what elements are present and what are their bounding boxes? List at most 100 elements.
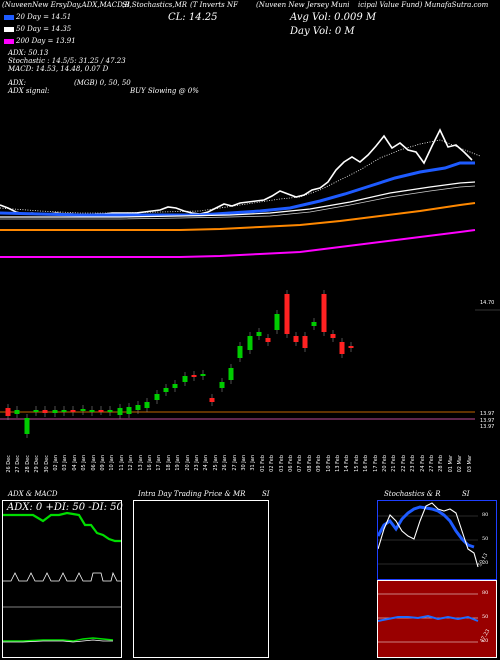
adx-white-line xyxy=(3,571,121,582)
stochastics-chart xyxy=(378,502,479,568)
candle-body xyxy=(14,410,20,414)
candle-body xyxy=(182,376,188,382)
x-axis-label: 26 Dec xyxy=(6,455,12,473)
adx-signal-label: ADX signal: xyxy=(8,87,50,95)
candle-body xyxy=(339,342,345,354)
x-axis-label: 23 Jan xyxy=(194,455,200,471)
x-axis-label: 11 Jan xyxy=(118,455,125,471)
x-axis-label: 03 Mar xyxy=(466,455,473,473)
intraday-panel-si: SI xyxy=(262,490,270,498)
x-axis-label: 23 Feb xyxy=(410,455,417,472)
ema200-legend: 200 Day = 13.91 xyxy=(4,38,76,45)
x-axis-label: 13 Jan xyxy=(137,455,144,471)
x-axis-label: 02 Mar xyxy=(457,455,464,473)
orange-line xyxy=(0,202,476,231)
adx-readout: ADX: 50.13 xyxy=(8,49,49,57)
header-indicators: SI,Stochastics,MR xyxy=(122,1,188,9)
x-axis-label: 02 Feb xyxy=(269,455,276,472)
candle-body xyxy=(144,402,150,408)
x-axis-label: 09 Feb xyxy=(316,455,323,472)
candle-body xyxy=(330,334,336,338)
x-axis-label: 28 Dec xyxy=(24,455,31,473)
x-axis-label: 24 Feb xyxy=(419,455,426,472)
candle-body xyxy=(311,322,317,326)
candle-body xyxy=(274,314,280,330)
header-title: (NuveenNew ErsyDay,ADX,MACD,B xyxy=(2,1,130,9)
x-axis-label: 28 Feb xyxy=(438,455,445,472)
price-label-2: 13.97 xyxy=(480,418,495,424)
candle-body xyxy=(172,384,178,388)
x-axis-label: 16 Feb xyxy=(363,455,370,472)
adx-panel-title: ADX & MACD xyxy=(8,490,58,498)
mgb-readout: (MGB) 0, 50, 50 xyxy=(74,79,131,87)
candle-body xyxy=(209,398,215,402)
candle-body xyxy=(163,388,169,392)
ema200-line xyxy=(0,229,476,258)
x-axis-label: 20 Feb xyxy=(382,455,388,472)
x-axis-label: 04 Jan xyxy=(71,455,78,471)
x-axis-label: 19 Jan xyxy=(175,455,182,471)
x-axis-label: 31 Jan xyxy=(250,455,257,471)
header-inverts: (T Inverts NF xyxy=(190,1,238,9)
candle-body xyxy=(5,408,11,416)
candle-body xyxy=(228,368,234,380)
candle-body xyxy=(265,338,271,342)
x-axis-label: 12 Jan xyxy=(128,455,135,471)
header-fund-name-cont: icipal Value Fund) MunafaSutra.com xyxy=(358,1,489,9)
buy-signal: BUY Slowing @ 0% xyxy=(130,87,199,95)
ema20-text: 20 Day = 14.51 xyxy=(16,13,72,21)
ema20-swatch xyxy=(4,14,14,20)
candle-body xyxy=(348,346,354,348)
x-axis-label: 25 Jan xyxy=(212,455,219,471)
candle-body xyxy=(70,410,76,412)
ema50-line xyxy=(0,181,476,218)
candle-body xyxy=(219,382,225,388)
x-axis-label: 03 Jan xyxy=(62,455,69,471)
price-label-1: 13.97 xyxy=(480,411,495,417)
stoch-blue-line xyxy=(378,505,475,549)
macd-white-line xyxy=(3,639,113,643)
candle-body xyxy=(154,394,160,400)
ema50-legend: 50 Day = 14.35 xyxy=(4,26,71,33)
price-label-3: 13.97 xyxy=(480,424,495,430)
x-axis-label: 16 Jan xyxy=(147,455,153,471)
candle-body xyxy=(107,410,113,412)
ema20-line xyxy=(0,161,475,217)
x-axis-label: 02 Jan xyxy=(53,455,59,471)
stoch-level-20: 20 xyxy=(482,560,489,566)
x-axis-label: 17 Jan xyxy=(156,455,163,471)
candle-body xyxy=(61,410,67,412)
macd-green-line xyxy=(3,637,114,642)
x-axis-label: 06 Feb xyxy=(288,455,294,472)
header-fund-name: (Nuveen New Jersey Muni xyxy=(256,1,350,9)
ema50-swatch xyxy=(4,26,14,32)
x-axis-label: 30 Jan xyxy=(241,455,247,471)
mrsi-level-20: 20 xyxy=(482,638,489,644)
x-axis-label: 06 Jan xyxy=(90,455,97,471)
x-axis-label: 15 Feb xyxy=(353,455,360,472)
candle-body xyxy=(24,418,30,434)
adx-values: ADX: 0 +DI: 50 -DI: 50 xyxy=(7,502,123,513)
ema100-line xyxy=(0,185,476,220)
x-axis-label: 01 Mar xyxy=(447,455,454,473)
price-chart xyxy=(0,128,500,420)
x-axis-label: 17 Feb xyxy=(372,455,379,472)
x-axis-label: 03 Feb xyxy=(278,455,285,472)
x-axis-label: 22 Feb xyxy=(400,455,407,472)
candle-body xyxy=(200,374,206,376)
candle-body xyxy=(42,410,48,413)
price-label-top: 14.70 xyxy=(480,300,495,306)
x-axis-label: 27 Dec xyxy=(15,455,22,473)
candle-body xyxy=(33,410,39,412)
stoch-panel-title: Stochastics & R xyxy=(384,490,441,498)
x-axis-label: 14 Feb xyxy=(344,455,351,472)
adx-label: ADX: xyxy=(8,79,27,87)
candle-body xyxy=(284,294,290,334)
stoch-level-50: 50 xyxy=(482,536,489,542)
ema200-text: 200 Day = 13.91 xyxy=(16,37,76,45)
ema20-legend: 20 Day = 14.51 xyxy=(4,14,71,21)
macd-readout: MACD: 14.53, 14.48, 0.07 D xyxy=(8,65,109,73)
candle-body xyxy=(135,405,141,410)
stochastic-readout: Stochastic : 14.5/5: 31.25 / 47.23 xyxy=(8,57,126,65)
stoch-white-line xyxy=(378,502,479,568)
